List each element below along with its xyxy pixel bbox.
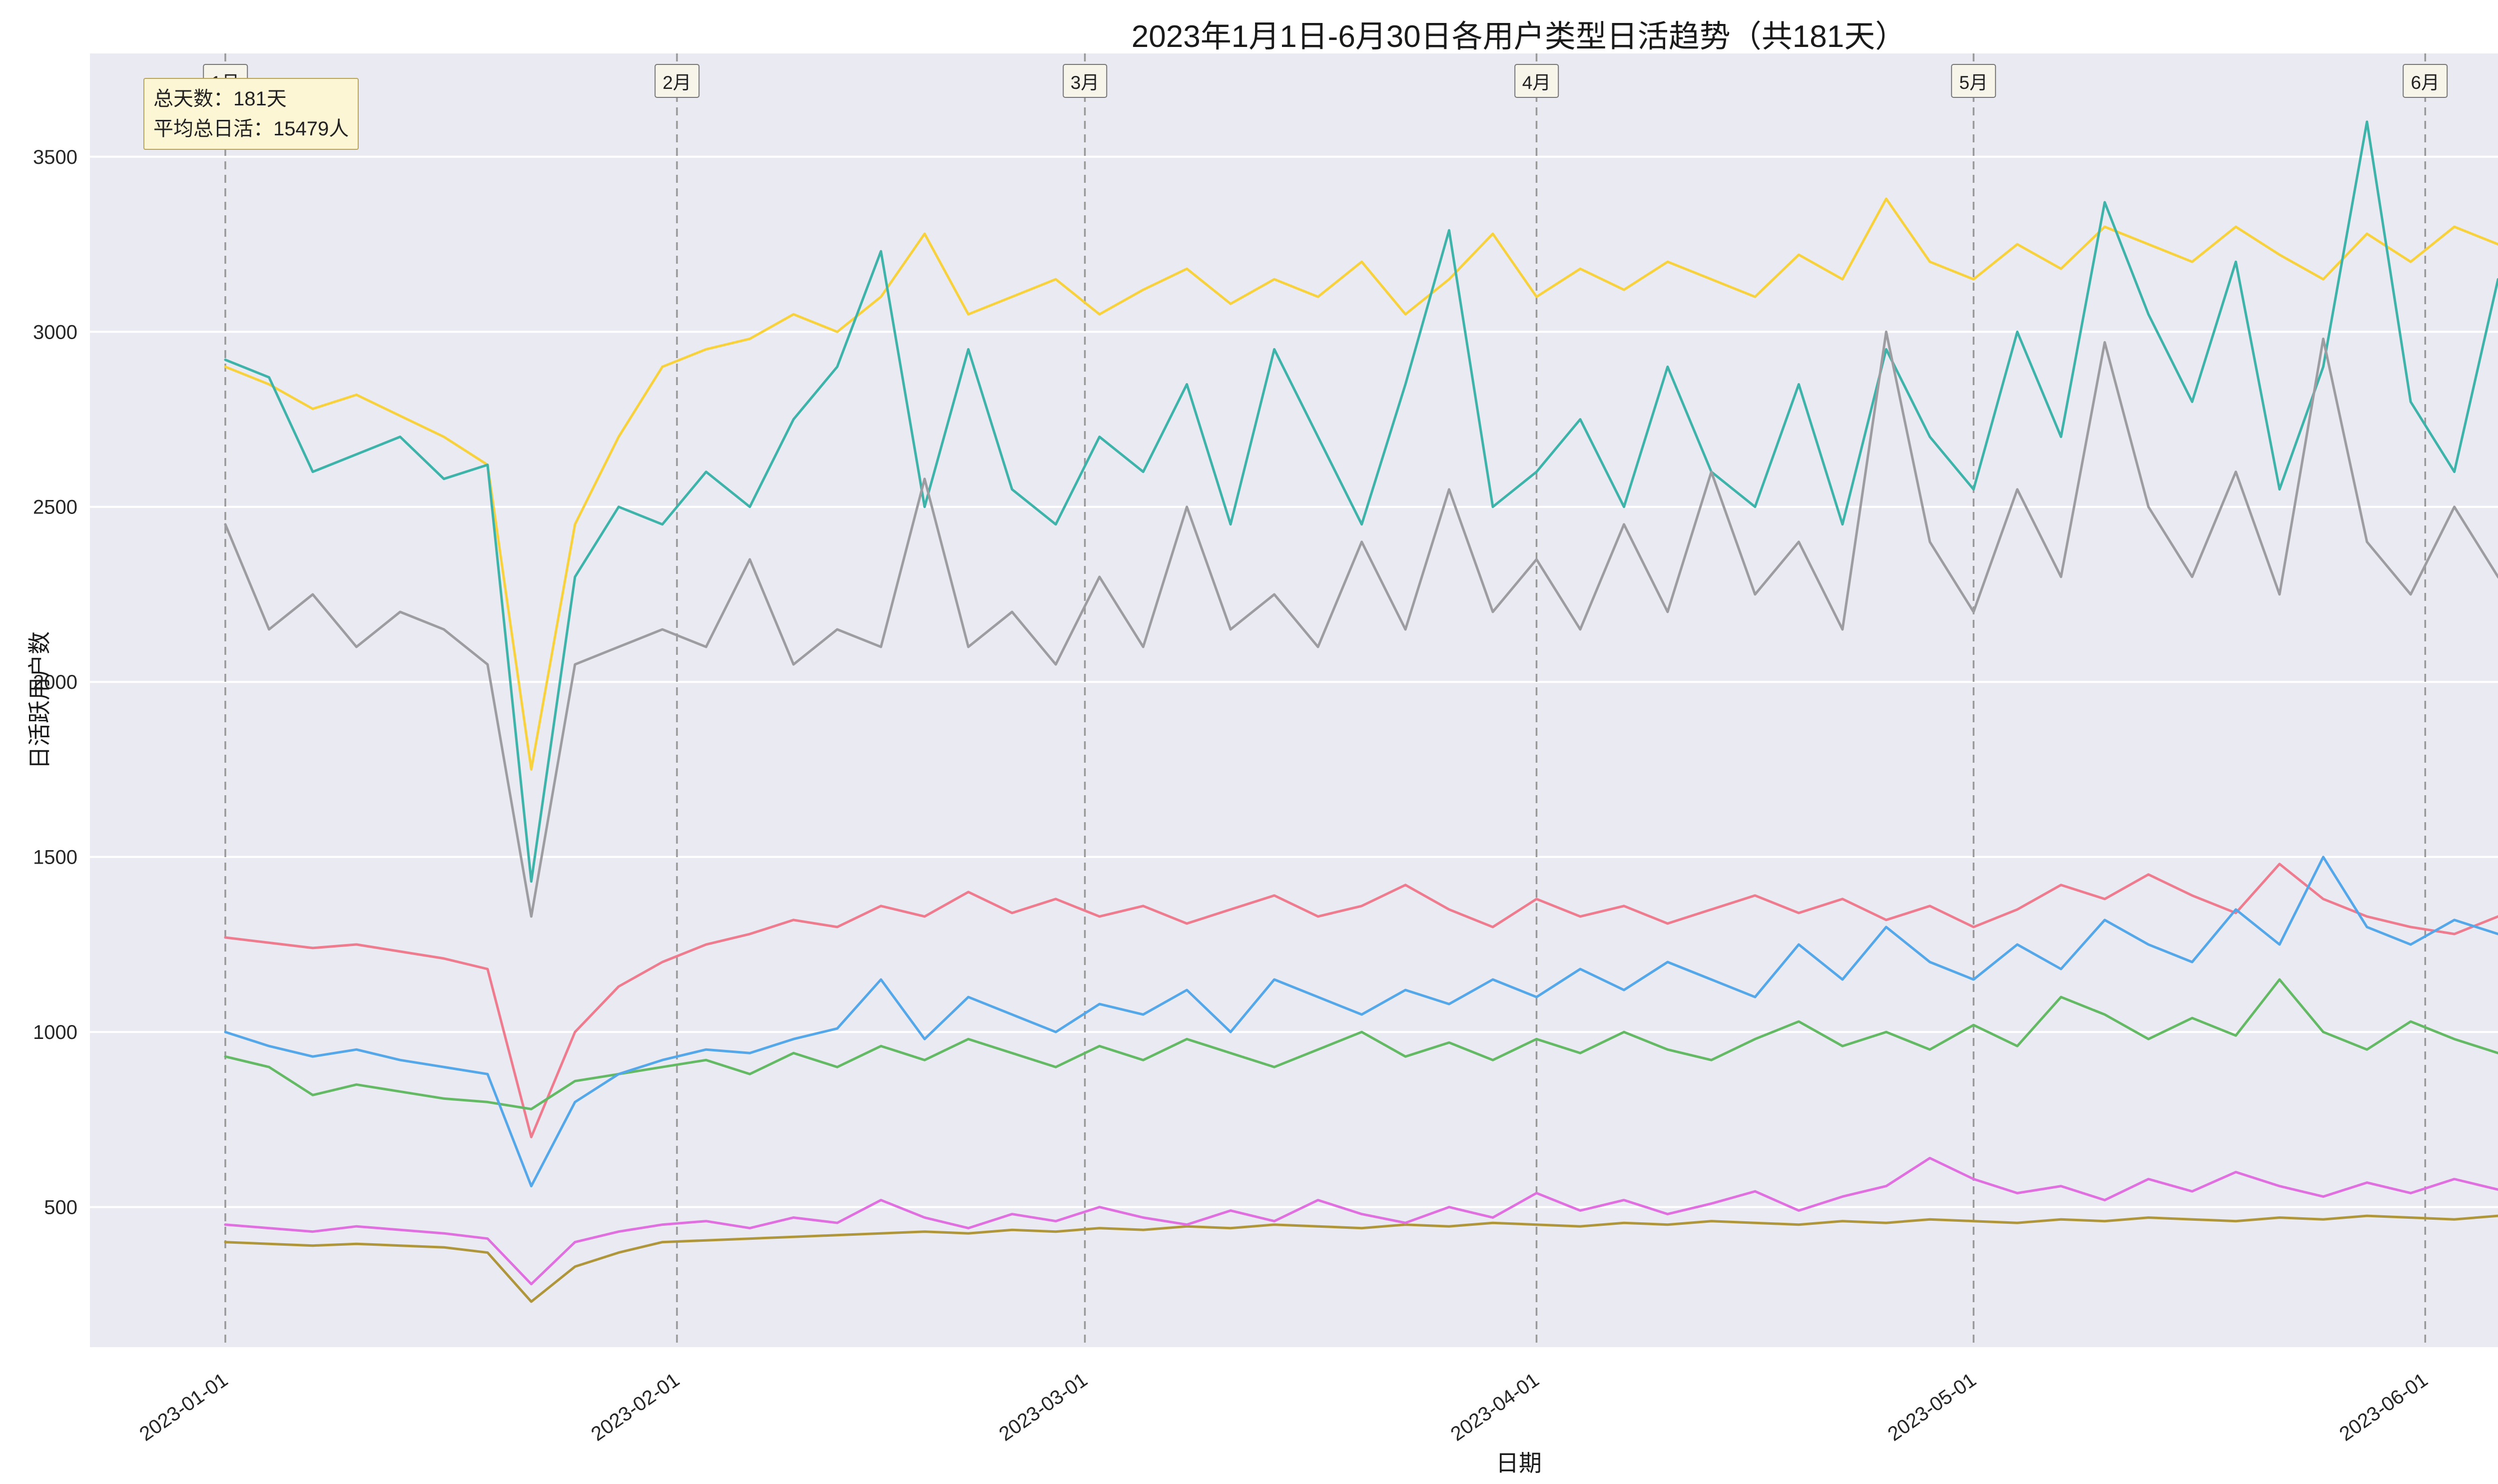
y-tick-label: 2500	[33, 496, 77, 518]
series-line-discount-sensitive	[224, 856, 2498, 1188]
summary-annotation-box: 总天数：181天 平均总日活：15479人	[143, 78, 359, 150]
series-line-high-value-dependent	[224, 1214, 2498, 1303]
y-tick-label: 3000	[33, 321, 77, 343]
y-axis-label: 日活跃用户数	[26, 631, 52, 769]
y-tick-label: 2000	[33, 671, 77, 693]
series-line-low-freq-high-potential	[224, 1157, 2498, 1286]
x-tick-label: 2023-02-01	[587, 1369, 683, 1445]
series-line-low-amount-indicator	[224, 330, 2498, 918]
series-line-growth-user	[224, 978, 2498, 1110]
series-line-high-value-independent	[224, 863, 2498, 1138]
chart-title: 2023年1月1日-6月30日各用户类型日活趋势（共181天）	[1131, 19, 1906, 54]
x-tick-label: 2023-04-01	[1447, 1369, 1543, 1445]
month-label-5月: 5月	[1951, 64, 1996, 98]
annotation-total-days: 总天数：181天	[153, 88, 287, 110]
month-label-2月: 2月	[654, 64, 699, 98]
month-label-4月: 4月	[1514, 64, 1559, 98]
month-label-3月: 3月	[1062, 64, 1108, 98]
x-tick-label: 2023-01-01	[135, 1369, 232, 1445]
annotation-avg-dau: 平均总日活：15479人	[153, 118, 349, 140]
month-label-6月: 6月	[2403, 64, 2448, 98]
x-tick-label: 2023-03-01	[995, 1369, 1092, 1445]
x-axis-label: 日期	[1496, 1450, 1542, 1476]
x-tick-label: 2023-06-01	[2336, 1369, 2432, 1445]
y-tick-label: 1500	[33, 847, 77, 869]
y-tick-label: 1000	[33, 1021, 77, 1043]
y-tick-label: 500	[44, 1197, 77, 1219]
series-line-high-value-potential	[224, 197, 2498, 771]
plot-area	[90, 53, 2498, 1347]
series-line-potential-user	[224, 120, 2498, 883]
x-tick-label: 2023-05-01	[1884, 1369, 1980, 1445]
y-tick-label: 3500	[33, 146, 77, 168]
